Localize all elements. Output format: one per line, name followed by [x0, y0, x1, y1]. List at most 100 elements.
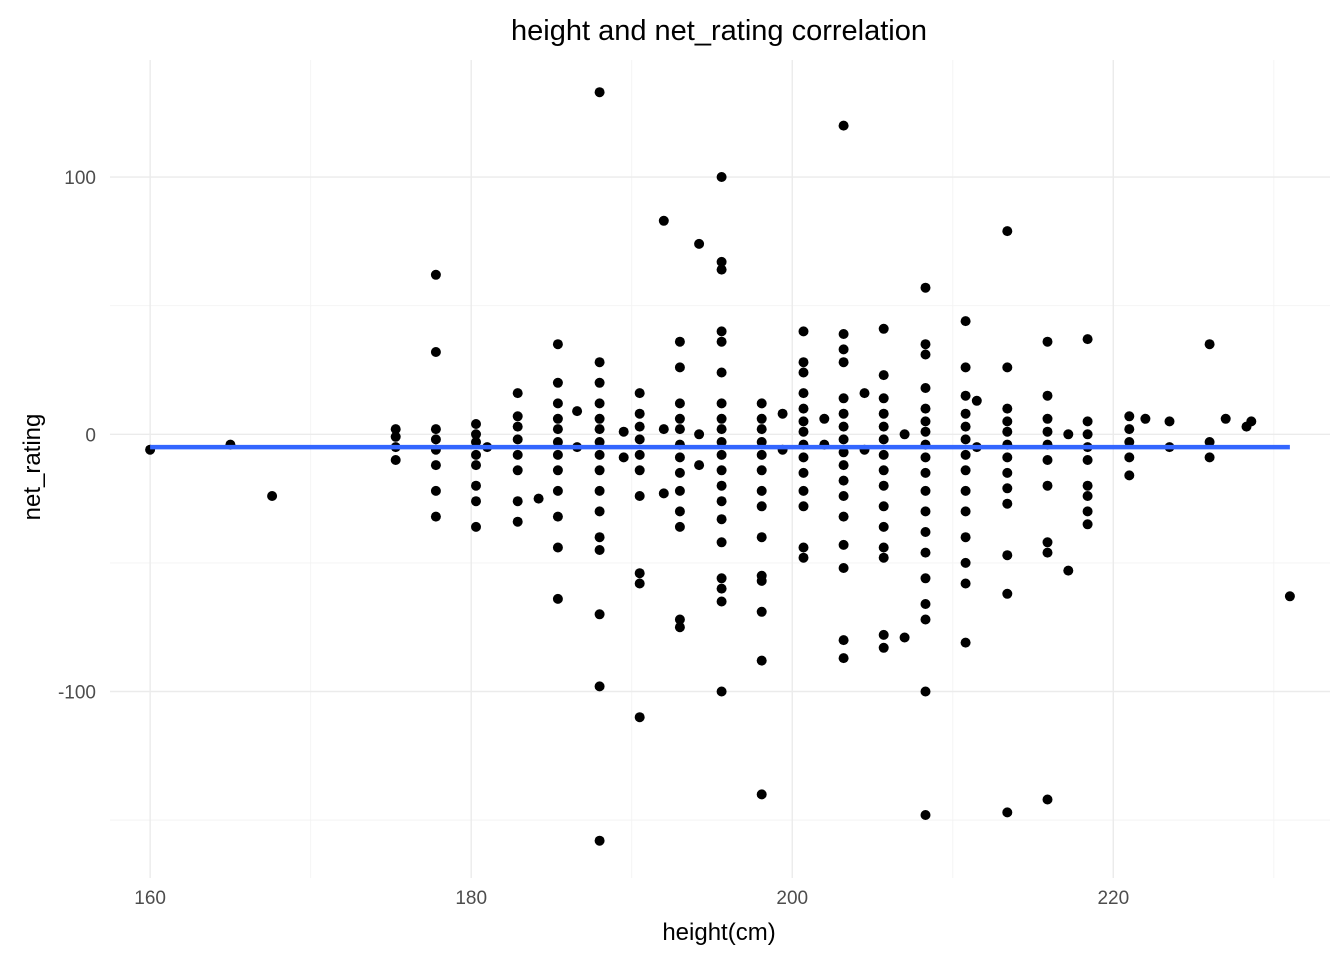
data-point [1002, 226, 1013, 237]
data-point [390, 424, 401, 435]
data-point [798, 416, 809, 427]
data-point [838, 563, 849, 573]
data-point [552, 593, 563, 604]
data-point [1002, 416, 1013, 427]
data-point [920, 383, 931, 393]
data-point [878, 642, 889, 653]
data-point [594, 532, 605, 543]
data-point [960, 408, 971, 419]
data-point [618, 452, 629, 463]
data-point [1204, 437, 1215, 447]
data-point [777, 408, 788, 419]
data-point [471, 460, 481, 471]
data-point [634, 578, 645, 589]
data-point [594, 449, 605, 460]
data-point [838, 511, 849, 522]
data-point [1164, 416, 1175, 427]
data-point [838, 393, 849, 404]
data-point [960, 637, 971, 648]
data-point [552, 339, 563, 350]
data-point [674, 424, 685, 435]
data-point [1082, 334, 1093, 345]
data-point [430, 424, 441, 435]
data-point [716, 583, 727, 594]
data-point [960, 362, 971, 373]
data-point [471, 480, 481, 491]
data-point [798, 357, 809, 368]
data-point [798, 388, 809, 399]
data-point [756, 449, 767, 460]
data-point [920, 599, 931, 609]
data-point [1042, 426, 1053, 437]
data-point [694, 460, 705, 471]
data-point [1002, 807, 1013, 818]
data-point [838, 344, 849, 355]
data-point [1082, 480, 1093, 491]
data-point [594, 377, 605, 388]
data-point [1002, 452, 1013, 463]
data-point [1002, 498, 1013, 509]
y-tick-label: 100 [64, 168, 96, 189]
data-point [878, 542, 889, 553]
data-point [674, 336, 685, 347]
data-point [838, 408, 849, 419]
data-point [1042, 480, 1053, 491]
data-point [838, 635, 849, 646]
data-point [1140, 413, 1151, 424]
data-point [1042, 413, 1053, 424]
data-point [594, 485, 605, 496]
data-point [899, 632, 910, 643]
data-point [859, 388, 870, 399]
data-point [920, 573, 931, 584]
data-point [960, 434, 971, 445]
x-tick-label: 220 [1097, 888, 1129, 909]
data-point [920, 527, 931, 537]
data-point [838, 653, 849, 664]
data-point [1063, 429, 1074, 440]
data-point [899, 429, 910, 440]
data-point [756, 575, 767, 586]
data-point [716, 172, 727, 182]
data-point [1204, 452, 1215, 463]
data-point [716, 514, 727, 525]
data-point [798, 426, 809, 437]
data-point [960, 485, 971, 496]
data-point [512, 421, 523, 432]
data-point [716, 437, 727, 447]
data-point [512, 516, 523, 527]
data-point [878, 480, 889, 491]
data-point [594, 437, 605, 447]
data-point [634, 491, 645, 501]
data-point [920, 810, 931, 820]
x-tick-label: 200 [776, 888, 808, 909]
data-point [878, 465, 889, 476]
data-point [430, 269, 441, 280]
data-point [838, 357, 849, 368]
data-point [471, 429, 481, 440]
data-point [1042, 537, 1053, 548]
data-point [1042, 794, 1053, 805]
data-point [716, 449, 727, 460]
data-point [674, 622, 685, 633]
data-point [960, 557, 971, 568]
data-point [878, 370, 889, 381]
data-point [716, 256, 727, 267]
data-point [634, 388, 645, 399]
data-point [552, 511, 563, 522]
data-point [1124, 470, 1135, 481]
data-point [674, 413, 685, 424]
data-point [594, 681, 605, 692]
data-point [694, 429, 705, 440]
data-point [716, 424, 727, 435]
data-point [512, 449, 523, 460]
data-point [960, 390, 971, 401]
data-point [716, 398, 727, 409]
data-point [471, 449, 481, 460]
data-point [1220, 413, 1231, 424]
data-point [552, 449, 563, 460]
data-point [1002, 483, 1013, 494]
data-point [756, 532, 767, 543]
data-point [920, 467, 931, 478]
